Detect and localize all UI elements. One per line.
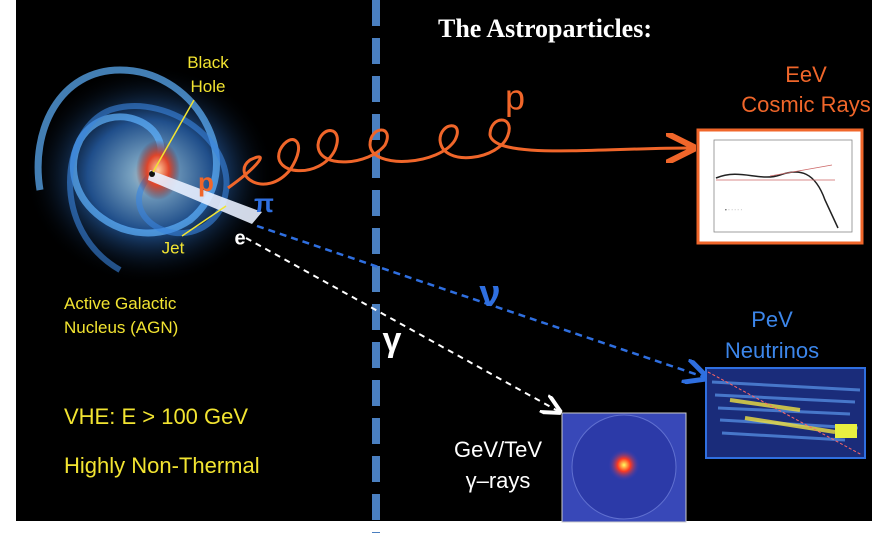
neutrino-particle: ν <box>479 273 500 315</box>
proton-label: p <box>198 167 214 197</box>
electron-label: e <box>234 227 245 249</box>
slide: • · · · · · The Astroparticles: BlackHol… <box>0 0 888 533</box>
gamma-skymap <box>562 413 686 522</box>
galaxy <box>25 65 275 285</box>
cosmic-ray-particle: p <box>505 77 525 118</box>
gamma-particle: γ <box>383 321 402 359</box>
svg-text:• · · · · ·: • · · · · · <box>725 207 742 213</box>
cosmic-ray-spectrum: • · · · · · <box>698 130 862 243</box>
pion-label: π <box>254 188 274 218</box>
vhe-note: VHE: E > 100 GeV <box>64 404 248 429</box>
neutrino-event <box>706 368 865 458</box>
jet-label: Jet <box>162 238 185 257</box>
title: The Astroparticles: <box>438 14 652 43</box>
non-thermal-note: Highly Non-Thermal <box>64 453 260 478</box>
